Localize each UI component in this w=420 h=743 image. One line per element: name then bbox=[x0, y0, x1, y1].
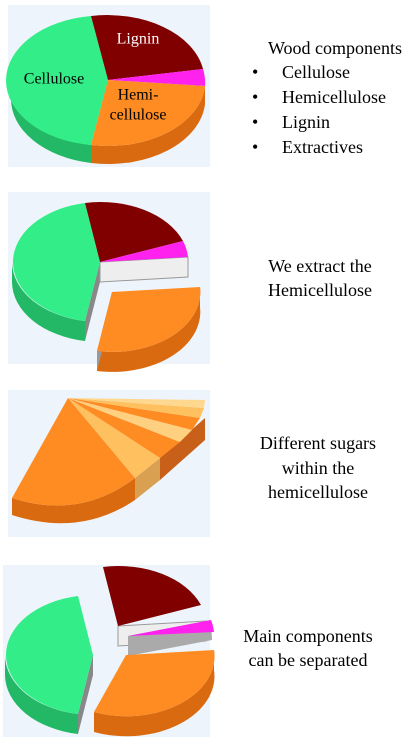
pie-label: cellulose bbox=[110, 107, 167, 124]
bullet-text: Lignin bbox=[282, 112, 330, 132]
pie-separated bbox=[5, 566, 215, 737]
bullet-text: Extractives bbox=[282, 137, 363, 157]
caption: within the bbox=[282, 458, 355, 478]
pie-extract bbox=[12, 202, 201, 372]
bullet-text: Cellulose bbox=[282, 62, 350, 82]
pie-label: Cellulose bbox=[24, 71, 84, 88]
caption: Different sugars bbox=[260, 433, 376, 453]
caption: hemicellulose bbox=[268, 482, 368, 502]
caption: Main components bbox=[243, 626, 372, 646]
caption: We extract the bbox=[268, 256, 372, 276]
caption: Hemicellulose bbox=[268, 280, 372, 300]
caption: can be separated bbox=[249, 650, 368, 670]
bullet: • bbox=[252, 112, 258, 132]
pie-label: Lignin bbox=[117, 31, 160, 48]
heading: Wood components bbox=[268, 38, 402, 58]
bullet: • bbox=[252, 137, 258, 157]
bullet-list: • Cellulose • Hemicellulose • Lignin • E… bbox=[252, 62, 386, 157]
pie-label: Hemi- bbox=[118, 87, 159, 104]
bullet: • bbox=[252, 87, 258, 107]
bullet: • bbox=[252, 62, 258, 82]
pie-sugars bbox=[12, 398, 205, 524]
pie-whole: Lignin Hemi- cellulose Cellulose bbox=[6, 15, 206, 165]
bullet-text: Hemicellulose bbox=[282, 87, 386, 107]
